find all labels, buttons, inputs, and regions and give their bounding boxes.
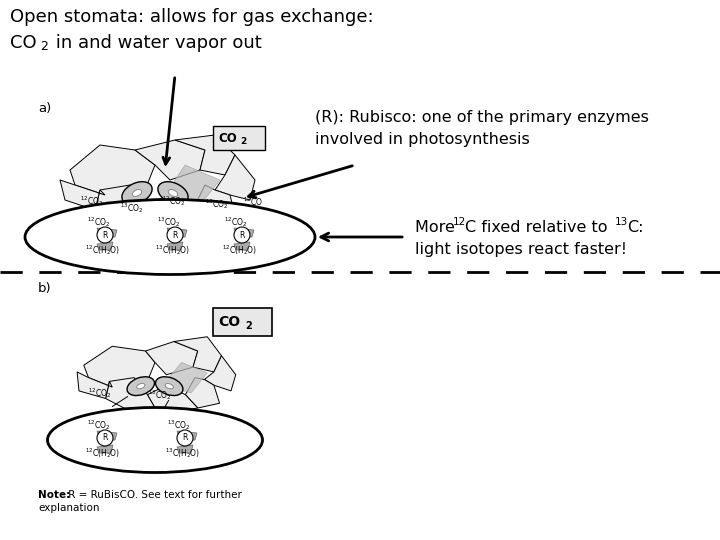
Polygon shape bbox=[195, 185, 235, 220]
Text: 13: 13 bbox=[615, 217, 629, 227]
Polygon shape bbox=[177, 445, 193, 453]
Text: R: R bbox=[239, 231, 245, 240]
Polygon shape bbox=[215, 155, 255, 200]
Text: R: R bbox=[102, 434, 108, 442]
Polygon shape bbox=[175, 135, 235, 175]
Ellipse shape bbox=[25, 199, 315, 274]
Polygon shape bbox=[148, 385, 198, 412]
Circle shape bbox=[234, 227, 250, 243]
Text: $^{12}$CO$_2$: $^{12}$CO$_2$ bbox=[162, 194, 186, 208]
Text: a): a) bbox=[38, 102, 51, 115]
Polygon shape bbox=[135, 140, 205, 180]
Text: $^{13}$CO$_2$: $^{13}$CO$_2$ bbox=[157, 215, 181, 229]
Text: in and water vapor out: in and water vapor out bbox=[50, 34, 262, 52]
Text: $^{12}$CO$_2$: $^{12}$CO$_2$ bbox=[87, 215, 110, 229]
Polygon shape bbox=[97, 242, 113, 250]
Polygon shape bbox=[234, 228, 254, 238]
Circle shape bbox=[97, 227, 113, 243]
Polygon shape bbox=[174, 337, 222, 372]
Polygon shape bbox=[77, 372, 112, 399]
Text: CO: CO bbox=[218, 315, 240, 329]
Polygon shape bbox=[167, 242, 183, 250]
Polygon shape bbox=[97, 431, 117, 441]
Polygon shape bbox=[70, 145, 155, 195]
Polygon shape bbox=[163, 362, 207, 393]
Text: $^{12}$CO$_2$: $^{12}$CO$_2$ bbox=[88, 386, 112, 400]
Ellipse shape bbox=[156, 377, 183, 395]
Ellipse shape bbox=[168, 190, 178, 197]
Ellipse shape bbox=[127, 377, 155, 395]
Polygon shape bbox=[145, 341, 198, 375]
Polygon shape bbox=[234, 242, 250, 250]
Text: $^{12}$CO$_2$: $^{12}$CO$_2$ bbox=[87, 418, 110, 432]
Text: $^{12}$CO$_2$: $^{12}$CO$_2$ bbox=[224, 215, 248, 229]
Text: 2: 2 bbox=[40, 40, 48, 53]
Circle shape bbox=[177, 430, 193, 446]
Text: 2: 2 bbox=[240, 137, 246, 145]
Text: 12: 12 bbox=[453, 217, 467, 227]
Ellipse shape bbox=[48, 408, 263, 472]
Text: R: R bbox=[102, 231, 108, 240]
Text: involved in photosynthesis: involved in photosynthesis bbox=[315, 132, 530, 147]
Text: light isotopes react faster!: light isotopes react faster! bbox=[415, 242, 627, 257]
Ellipse shape bbox=[137, 383, 145, 389]
Text: CO: CO bbox=[10, 34, 37, 52]
Polygon shape bbox=[167, 228, 187, 238]
Text: $^{12}$CO$_2$: $^{12}$CO$_2$ bbox=[80, 194, 104, 208]
Polygon shape bbox=[106, 377, 155, 412]
Text: $^{12}$CO: $^{12}$CO bbox=[243, 195, 263, 208]
Text: Note:: Note: bbox=[38, 490, 71, 500]
Text: R: R bbox=[182, 434, 188, 442]
Text: C:: C: bbox=[627, 220, 644, 235]
Text: $^{12}$C(H$_2$O): $^{12}$C(H$_2$O) bbox=[222, 243, 257, 257]
Polygon shape bbox=[97, 228, 117, 238]
FancyBboxPatch shape bbox=[213, 308, 272, 336]
Polygon shape bbox=[60, 180, 105, 210]
Text: $^{13}$CO$_2$: $^{13}$CO$_2$ bbox=[120, 201, 143, 215]
Text: $^{12}$C(H$_2$O): $^{12}$C(H$_2$O) bbox=[85, 446, 120, 460]
Text: explanation: explanation bbox=[38, 503, 99, 513]
Polygon shape bbox=[204, 356, 235, 391]
Polygon shape bbox=[177, 431, 197, 441]
Text: $^{13}$C(H$_2$O): $^{13}$C(H$_2$O) bbox=[155, 243, 190, 257]
Text: $^{12}$C(H$_2$O): $^{12}$C(H$_2$O) bbox=[85, 243, 120, 257]
Ellipse shape bbox=[158, 181, 188, 204]
Ellipse shape bbox=[122, 181, 152, 204]
Text: (R): Rubisco: one of the primary enzymes: (R): Rubisco: one of the primary enzymes bbox=[315, 110, 649, 125]
Text: More: More bbox=[415, 220, 460, 235]
FancyBboxPatch shape bbox=[213, 126, 265, 150]
Circle shape bbox=[97, 430, 113, 446]
Text: $^{13}$CO$_2$: $^{13}$CO$_2$ bbox=[205, 197, 228, 211]
Text: R: R bbox=[172, 231, 178, 240]
Polygon shape bbox=[186, 377, 220, 408]
Polygon shape bbox=[165, 165, 220, 205]
Polygon shape bbox=[97, 445, 113, 453]
Ellipse shape bbox=[165, 383, 174, 389]
Ellipse shape bbox=[132, 190, 142, 197]
Text: $^{13}$C(H$_2$O): $^{13}$C(H$_2$O) bbox=[165, 446, 200, 460]
Text: C fixed relative to: C fixed relative to bbox=[465, 220, 613, 235]
Polygon shape bbox=[145, 195, 210, 225]
Polygon shape bbox=[95, 185, 155, 225]
Text: b): b) bbox=[38, 282, 52, 295]
Text: $^{13}$CO$_2$: $^{13}$CO$_2$ bbox=[148, 388, 171, 402]
Text: CO: CO bbox=[218, 132, 237, 145]
Text: $^{13}$CO$_2$: $^{13}$CO$_2$ bbox=[167, 418, 190, 432]
Polygon shape bbox=[84, 346, 155, 387]
Text: Open stomata: allows for gas exchange:: Open stomata: allows for gas exchange: bbox=[10, 8, 374, 26]
Circle shape bbox=[167, 227, 183, 243]
Text: R = RuBisCO. See text for further: R = RuBisCO. See text for further bbox=[65, 490, 242, 500]
Text: 2: 2 bbox=[245, 321, 252, 331]
